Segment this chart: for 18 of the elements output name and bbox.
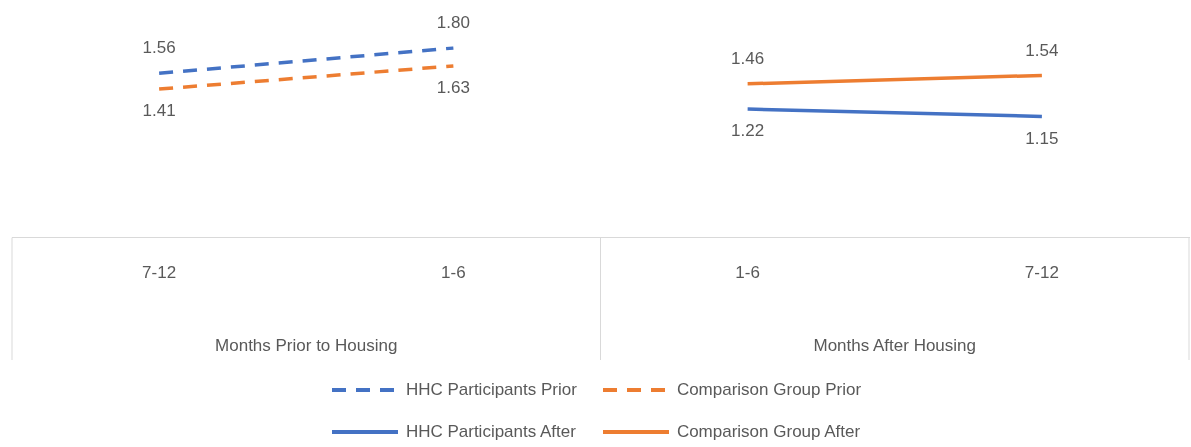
text: Months After Housing (813, 335, 977, 355)
x-tick-label: 7-12 (142, 263, 177, 283)
text: Months Prior to Housing (215, 335, 398, 355)
legend-label: HHC Participants After (405, 422, 576, 442)
data-label: 1.22 (731, 121, 765, 141)
data-label: 1.46 (731, 49, 765, 68)
x-tick-label: 1-6 (735, 263, 760, 283)
x-tick-label: 7-12 (1024, 263, 1059, 283)
legend-label: Comparison Group After (676, 422, 861, 442)
x-tick-label: 1-6 (441, 263, 466, 283)
data-label: 1.15 (1025, 128, 1059, 148)
data-label: 1.56 (142, 38, 176, 58)
legend-label: HHC Participants Prior (405, 380, 577, 400)
data-label: 1.54 (1025, 40, 1059, 60)
data-label: 1.63 (436, 78, 470, 98)
legend-label: Comparison Group Prior (676, 380, 862, 400)
data-label: 1.41 (142, 101, 176, 121)
data-label: 1.80 (436, 13, 470, 33)
